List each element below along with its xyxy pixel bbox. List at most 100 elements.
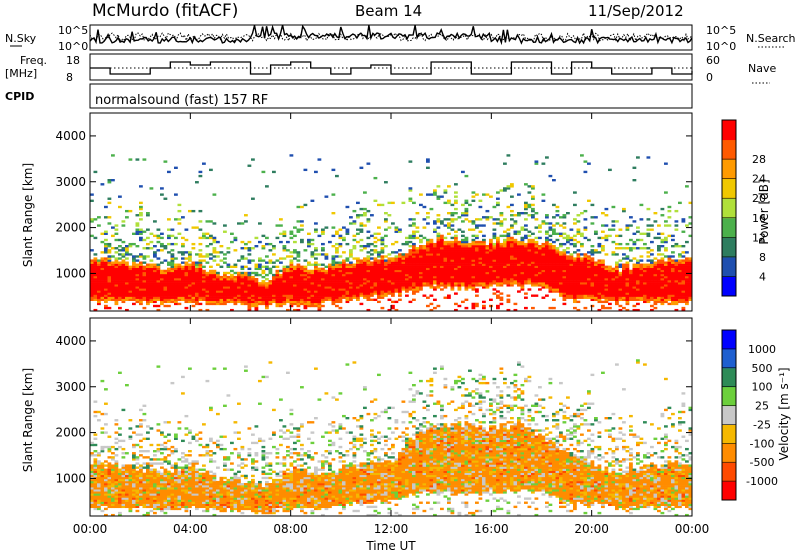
heatmap-cell: [482, 286, 486, 289]
heatmap-cell: [447, 251, 451, 254]
heatmap-cell: [331, 261, 336, 264]
heatmap-cell: [167, 263, 171, 266]
heatmap-cell: [380, 292, 385, 295]
heatmap-cell: [310, 292, 315, 295]
heatmap-cell: [622, 269, 626, 273]
heatmap-cell: [111, 296, 115, 299]
heatmap-cell: [170, 259, 175, 262]
heatmap-cell: [447, 296, 451, 299]
heatmap-cell: [107, 286, 112, 289]
heatmap-cell: [587, 263, 591, 266]
heatmap-cell: [135, 214, 140, 217]
heatmap-cell: [573, 203, 577, 207]
heatmap-cell: [478, 278, 483, 281]
heatmap-cell: [447, 263, 451, 266]
heatmap-cell: [265, 242, 269, 246]
heatmap-cell: [527, 234, 532, 238]
heatmap-cell: [352, 257, 357, 260]
heatmap-cell: [391, 265, 395, 268]
heatmap-cell: [639, 294, 644, 297]
heatmap-cell: [212, 247, 217, 250]
heatmap-cell: [478, 245, 483, 248]
heatmap-cell: [219, 280, 224, 283]
heatmap-cell: [643, 273, 647, 277]
heatmap-cell: [531, 284, 535, 287]
heatmap-cell: [506, 267, 511, 271]
heatmap-cell: [489, 261, 493, 264]
heatmap-cell: [366, 308, 371, 312]
heatmap-cell: [531, 306, 535, 310]
heatmap-cell: [359, 269, 364, 273]
heatmap-cell: [548, 261, 553, 264]
heatmap-cell: [573, 296, 577, 299]
heatmap-cell: [685, 302, 689, 306]
heatmap-cell: [587, 273, 591, 277]
heatmap-cell: [205, 232, 210, 235]
heatmap-cell: [244, 292, 248, 295]
heatmap-cell: [601, 292, 605, 295]
heatmap-cell: [597, 286, 602, 289]
heatmap-cell: [678, 294, 682, 297]
heatmap-cell: [552, 203, 556, 207]
heatmap-cell: [440, 255, 444, 258]
heatmap-cell: [555, 282, 560, 285]
heatmap-cell: [685, 263, 689, 266]
heatmap-cell: [160, 193, 164, 196]
heatmap-cell: [359, 263, 364, 266]
heatmap-cell: [384, 263, 388, 266]
heatmap-cell: [436, 304, 441, 308]
heatmap-cell: [121, 466, 126, 469]
heatmap-cell: [566, 275, 570, 279]
heatmap-cell: [562, 263, 567, 266]
heatmap-cell: [237, 259, 241, 262]
heatmap-cell: [681, 294, 686, 297]
heatmap-cell: [296, 251, 301, 254]
heatmap-cell: [107, 179, 112, 182]
heatmap-cell: [594, 292, 598, 295]
heatmap-cell: [419, 263, 423, 266]
heatmap-cell: [604, 224, 609, 227]
heatmap-cell: [212, 294, 217, 297]
heatmap-cell: [121, 485, 126, 488]
heatmap-cell: [443, 267, 448, 271]
heatmap-cell: [317, 294, 322, 297]
heatmap-cell: [391, 242, 395, 246]
heatmap-cell: [160, 236, 164, 240]
heatmap-cell: [412, 255, 416, 258]
heatmap-cell: [611, 284, 616, 287]
heatmap-cell: [426, 245, 430, 248]
heatmap-cell: [492, 263, 497, 266]
heatmap-cell: [247, 282, 252, 285]
heatmap-cell: [601, 212, 605, 215]
heatmap-cell: [513, 273, 518, 277]
heatmap-cell: [482, 224, 486, 227]
heatmap-cell: [370, 280, 374, 283]
heatmap-cell: [650, 263, 654, 266]
heatmap-cell: [335, 255, 339, 258]
heatmap-cell: [153, 267, 157, 271]
heatmap-cell: [100, 483, 105, 486]
heatmap-cell: [345, 259, 350, 262]
heatmap-cell: [307, 269, 311, 273]
heatmap-cell: [289, 294, 294, 297]
heatmap-cell: [636, 259, 640, 262]
heatmap-cell: [646, 267, 651, 271]
heatmap-cell: [510, 280, 514, 283]
heatmap-cell: [447, 294, 451, 297]
heatmap-cell: [454, 238, 458, 242]
heatmap-cell: [615, 267, 619, 271]
heatmap-cell: [454, 191, 458, 194]
heatmap-cell: [198, 296, 203, 299]
heatmap-cell: [356, 228, 360, 231]
heatmap-cell: [667, 280, 672, 283]
heatmap-cell: [618, 234, 623, 238]
heatmap-cell: [622, 286, 626, 289]
heatmap-cell: [174, 236, 178, 240]
heatmap-cell: [583, 267, 588, 271]
heatmap-cell: [475, 255, 479, 258]
heatmap-cell: [604, 269, 609, 273]
heatmap-cell: [349, 263, 353, 266]
heatmap-cell: [464, 275, 469, 279]
heatmap-cell: [303, 203, 308, 207]
heatmap-cell: [632, 298, 637, 301]
